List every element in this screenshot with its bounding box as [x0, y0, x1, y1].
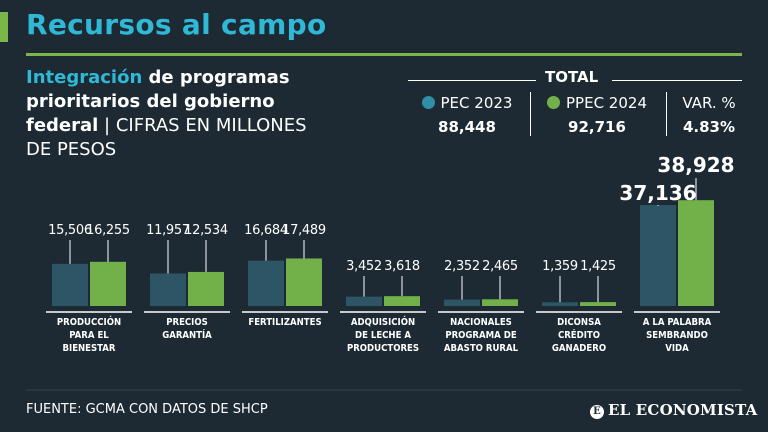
chart-subtitle: Integración de programas prioritarios de… — [26, 66, 326, 162]
bar-pec — [52, 263, 88, 306]
bar-ppec — [580, 302, 616, 306]
data-label: 2,465 — [482, 259, 518, 274]
bar-ppec — [384, 296, 420, 306]
category-label: FERTILIZANTES — [248, 317, 321, 328]
ppec-total-value: 92,716 — [568, 118, 626, 136]
brand-mark-icon: E — [590, 405, 604, 419]
total-label: TOTAL — [545, 68, 599, 86]
category-label: PRODUCTORES — [347, 343, 419, 354]
category-label: PROGRAMA DE — [445, 330, 517, 341]
subtitle-main: de programas prioritarios del gobierno f… — [26, 67, 290, 136]
header-accent-bar — [0, 12, 8, 42]
data-label: 16,255 — [86, 223, 130, 238]
bar-ppec — [678, 200, 714, 306]
category-label: PARA EL — [69, 330, 109, 341]
category-label: A LA PALABRA — [643, 317, 712, 328]
data-label: 38,928 — [657, 153, 734, 177]
category-label: ABASTO RURAL — [444, 343, 519, 354]
variation-label: VAR. % — [682, 94, 736, 112]
category-label: ADQUISICIÓN — [351, 316, 415, 328]
total-variation: VAR. % 4.83% — [672, 94, 746, 136]
data-label: 1,359 — [542, 259, 578, 274]
bar-pec — [248, 260, 284, 306]
category-label: GARANTÍA — [162, 329, 212, 341]
bar-ppec — [90, 261, 126, 306]
ppec-legend-label: PPEC 2024 — [566, 94, 647, 112]
data-label: 11,957 — [146, 223, 190, 238]
bar-pec — [346, 296, 382, 306]
bar-ppec — [286, 258, 322, 306]
data-label: 1,425 — [580, 259, 616, 274]
total-rule-left — [408, 80, 536, 81]
variation-value: 4.83% — [682, 118, 736, 136]
pec-legend-label: PEC 2023 — [440, 94, 513, 112]
data-label: 12,534 — [184, 223, 228, 238]
brand-logo: E EL ECONOMISTA — [590, 401, 757, 419]
subtitle-note: CIFRAS EN MILLONES DE PESOS — [26, 115, 307, 160]
category-label: PRODUCCIÓN — [57, 316, 121, 328]
data-label: 15,506 — [48, 223, 92, 238]
category-label: GANADERO — [552, 343, 606, 354]
data-label: 3,452 — [346, 259, 382, 274]
bar-pec — [542, 302, 578, 306]
pec-legend-dot-icon — [421, 96, 435, 109]
header: Recursos al campo — [0, 0, 768, 53]
source-note: FUENTE: GCMA CON DATOS DE SHCP — [26, 402, 268, 417]
data-label: 16,684 — [244, 223, 288, 238]
category-label: SEMBRANDO — [646, 330, 708, 341]
bar-ppec — [188, 271, 224, 306]
category-label: CRÉDITO — [558, 329, 600, 341]
category-label: PRECIOS — [166, 317, 208, 328]
total-separator — [666, 92, 667, 136]
bar-pec — [444, 299, 480, 306]
header-rule — [26, 53, 742, 56]
category-label: DICONSA — [557, 317, 601, 328]
subtitle-accent: Integración — [26, 67, 143, 88]
page-title: Recursos al campo — [26, 8, 327, 41]
ppec-legend-dot-icon — [547, 96, 560, 109]
category-label: BIENESTAR — [63, 343, 116, 354]
subtitle-separator: | — [98, 115, 116, 136]
bar-ppec — [482, 299, 518, 306]
category-label: NACIONALES — [450, 317, 512, 328]
total-separator — [530, 92, 531, 136]
total-pec: PEC 2023 88,448 — [408, 94, 526, 136]
data-label: 3,618 — [384, 259, 420, 274]
total-rule-right — [612, 80, 742, 81]
brand-name: EL ECONOMISTA — [608, 401, 758, 419]
pec-total-value: 88,448 — [438, 118, 496, 136]
category-label: DE LECHE A — [355, 330, 411, 341]
data-label: 17,489 — [282, 223, 326, 238]
category-label: VIDA — [665, 343, 689, 354]
bar-pec — [150, 273, 186, 306]
total-ppec: PPEC 2024 92,716 — [534, 94, 660, 136]
data-label: 2,352 — [444, 259, 480, 274]
bar-pec — [640, 205, 676, 306]
